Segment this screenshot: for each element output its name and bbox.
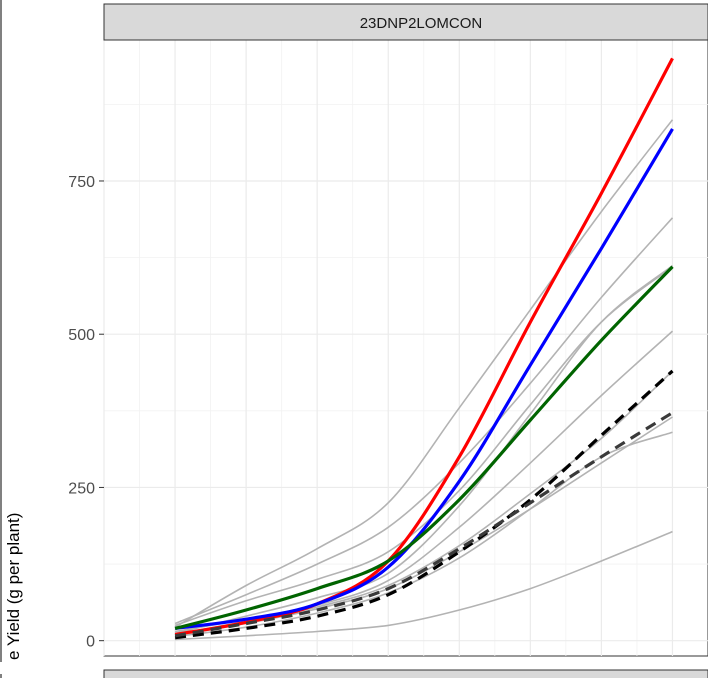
- background-curve-9: [175, 530, 673, 641]
- highlight-curve-2: [174, 128, 674, 630]
- highlight-curve-1: [174, 57, 674, 637]
- background-curve-2: [174, 119, 674, 628]
- y-tick-label: 500: [68, 327, 95, 344]
- highlight-curve-5: [174, 411, 674, 638]
- minor-gridlines: [104, 40, 708, 656]
- panel-background: [103, 39, 708, 657]
- y-tick-label: 0: [86, 634, 95, 651]
- y-tick-label: 250: [68, 480, 95, 497]
- highlight-curve-3: [174, 265, 674, 630]
- y-axis-title: e Yield (g per plant): [4, 513, 23, 660]
- y-tick-label: 750: [68, 174, 95, 191]
- highlight-curve-4: [174, 369, 674, 640]
- y-axis: 0 250 500 750: [68, 174, 104, 651]
- next-facet-strip: [103, 669, 708, 678]
- facet-strip: [103, 3, 708, 41]
- highlight-curves: [174, 57, 674, 640]
- major-gridlines: [103, 40, 708, 656]
- facet-strip-label: 23DNP2LOMCON: [360, 15, 483, 32]
- background-curve-4: [174, 264, 673, 635]
- background-curve-1: [174, 217, 674, 625]
